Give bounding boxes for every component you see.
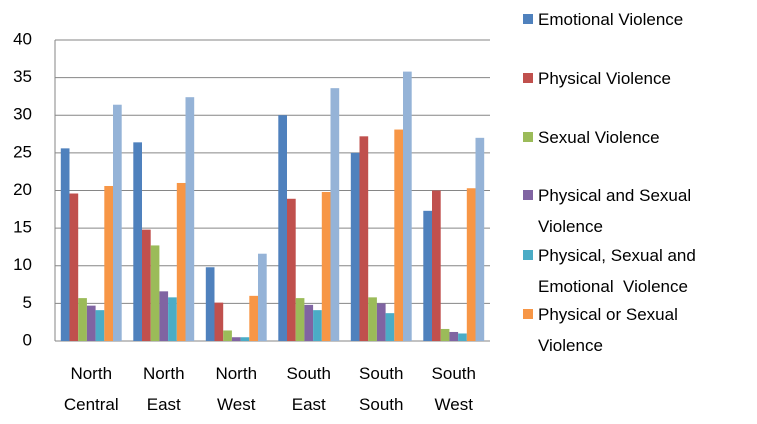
bar xyxy=(86,305,96,341)
bar xyxy=(376,303,386,341)
legend-label: Sexual Violence xyxy=(538,128,660,147)
bar xyxy=(449,331,459,341)
bar xyxy=(214,302,224,341)
y-tick-label: 40 xyxy=(13,29,32,48)
bar xyxy=(466,188,476,341)
y-tick-label: 15 xyxy=(13,218,32,237)
bar xyxy=(205,267,215,341)
bar xyxy=(321,192,331,341)
bar xyxy=(313,310,322,341)
bar xyxy=(69,193,79,341)
bar xyxy=(223,330,232,341)
legend-label: Physical Violence xyxy=(538,69,671,88)
bar xyxy=(78,298,87,341)
bar xyxy=(278,115,287,341)
bar xyxy=(231,337,241,341)
y-tick-label: 10 xyxy=(13,255,32,274)
legend-label: Physical, Sexual and Emotional Violence xyxy=(538,246,701,296)
bar xyxy=(359,136,369,341)
legend-label: Physical and Sexual Violence xyxy=(538,186,696,236)
bar xyxy=(159,291,169,341)
bar xyxy=(104,185,113,341)
legend-swatch xyxy=(523,14,533,24)
bar xyxy=(240,337,250,341)
bar xyxy=(458,333,467,341)
legend-label: Physical or Sexual Violence xyxy=(538,305,683,355)
bar xyxy=(423,210,432,341)
y-tick-label: 0 xyxy=(23,330,32,349)
bar xyxy=(475,137,485,341)
bar xyxy=(168,297,177,341)
bar xyxy=(295,298,305,341)
legend-swatch xyxy=(523,250,533,260)
x-tick-label: North Central xyxy=(63,364,119,414)
bar xyxy=(185,97,195,341)
bar xyxy=(113,104,122,341)
bar xyxy=(142,229,151,341)
bar xyxy=(432,190,441,341)
x-tick-label: South East xyxy=(286,364,331,414)
bar xyxy=(287,198,296,341)
bar xyxy=(60,148,70,341)
bar xyxy=(258,253,267,341)
bar xyxy=(440,328,450,341)
y-tick-label: 30 xyxy=(13,105,32,124)
bar xyxy=(304,304,314,341)
bar xyxy=(350,152,360,341)
legend-swatch xyxy=(523,190,533,200)
y-tick-label: 35 xyxy=(13,67,32,86)
bar xyxy=(249,295,258,341)
bar xyxy=(176,182,186,341)
x-tick-label: South South xyxy=(359,364,404,414)
bar xyxy=(150,245,160,341)
legend-label: Emotional Violence xyxy=(538,10,684,29)
bar xyxy=(403,71,412,341)
legend-swatch xyxy=(523,73,533,83)
x-tick-label: North West xyxy=(215,364,258,414)
bar xyxy=(368,297,377,341)
y-tick-label: 20 xyxy=(13,180,32,199)
bar xyxy=(95,310,105,341)
x-tick-label: North East xyxy=(142,364,185,414)
bar xyxy=(385,313,395,341)
bar xyxy=(330,88,340,341)
bar xyxy=(133,142,142,341)
y-tick-label: 5 xyxy=(23,293,32,312)
legend-swatch xyxy=(523,132,533,142)
y-tick-label: 25 xyxy=(13,142,32,161)
legend-swatch xyxy=(523,309,533,319)
x-tick-label: South West xyxy=(431,364,476,414)
bar xyxy=(394,129,403,341)
